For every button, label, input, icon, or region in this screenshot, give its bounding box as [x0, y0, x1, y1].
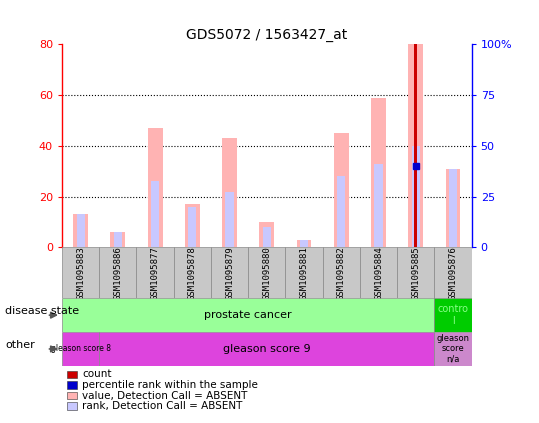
Text: GSM1095878: GSM1095878: [188, 246, 197, 300]
Bar: [148, 128, 163, 247]
Bar: [334, 133, 349, 247]
Bar: [434, 247, 472, 298]
Text: GSM1095879: GSM1095879: [225, 246, 234, 300]
Bar: [323, 247, 360, 298]
Bar: [286, 247, 323, 298]
Text: percentile rank within the sample: percentile rank within the sample: [82, 380, 258, 390]
Text: gleason score 9: gleason score 9: [223, 344, 310, 354]
Bar: [110, 232, 125, 247]
Bar: [62, 332, 99, 366]
Bar: [375, 164, 383, 247]
Bar: [99, 247, 136, 298]
Text: GSM1095885: GSM1095885: [411, 246, 420, 300]
Text: value, Detection Call = ABSENT: value, Detection Call = ABSENT: [82, 390, 248, 401]
Title: GDS5072 / 1563427_at: GDS5072 / 1563427_at: [186, 28, 348, 42]
Bar: [371, 98, 386, 247]
Bar: [412, 146, 420, 247]
Bar: [337, 176, 345, 247]
Text: GSM1095880: GSM1095880: [262, 246, 271, 300]
Text: gleason
score
n/a: gleason score n/a: [437, 334, 469, 364]
Bar: [136, 247, 174, 298]
Bar: [434, 332, 472, 366]
Bar: [188, 207, 196, 247]
Bar: [262, 227, 271, 247]
Bar: [434, 298, 472, 332]
Bar: [248, 247, 286, 298]
Text: prostate cancer: prostate cancer: [204, 310, 292, 320]
Bar: [151, 181, 159, 247]
Text: GSM1095886: GSM1095886: [113, 246, 122, 300]
Bar: [211, 247, 248, 298]
Text: GSM1095876: GSM1095876: [448, 246, 458, 300]
Text: other: other: [5, 340, 35, 350]
Bar: [259, 222, 274, 247]
Bar: [185, 204, 200, 247]
Text: gleason score 8: gleason score 8: [51, 344, 110, 354]
Text: GSM1095884: GSM1095884: [374, 246, 383, 300]
Bar: [174, 247, 211, 298]
Bar: [114, 232, 122, 247]
Text: GSM1095883: GSM1095883: [76, 246, 85, 300]
Bar: [446, 169, 460, 247]
Text: disease state: disease state: [5, 306, 80, 316]
Text: rank, Detection Call = ABSENT: rank, Detection Call = ABSENT: [82, 401, 243, 411]
Bar: [225, 192, 234, 247]
Bar: [62, 247, 99, 298]
Text: GSM1095882: GSM1095882: [337, 246, 346, 300]
Bar: [449, 169, 457, 247]
Bar: [296, 240, 312, 247]
Text: GSM1095877: GSM1095877: [150, 246, 160, 300]
Bar: [414, 44, 417, 247]
Text: contro
l: contro l: [438, 304, 468, 326]
Bar: [222, 138, 237, 247]
Text: GSM1095881: GSM1095881: [300, 246, 308, 300]
Bar: [99, 332, 434, 366]
Bar: [409, 44, 423, 247]
Bar: [397, 247, 434, 298]
Bar: [300, 240, 308, 247]
Bar: [77, 214, 85, 247]
Bar: [73, 214, 88, 247]
Bar: [360, 247, 397, 298]
Text: count: count: [82, 369, 112, 379]
